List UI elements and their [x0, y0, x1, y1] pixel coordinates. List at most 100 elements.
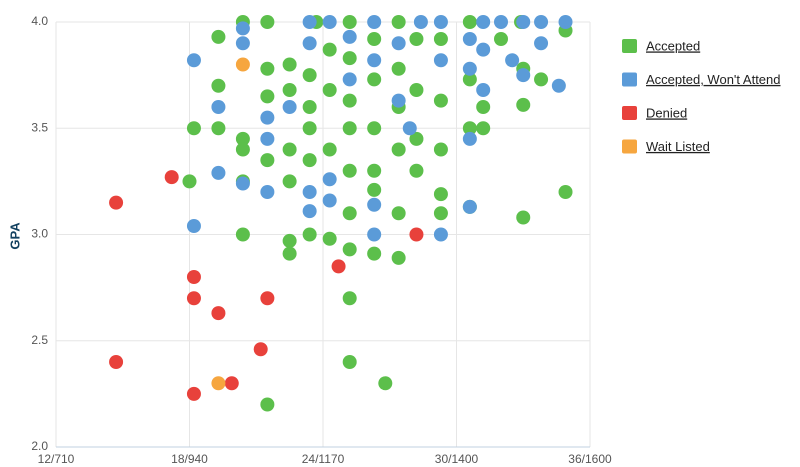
legend-item[interactable]: Accepted, Won't Attend	[622, 72, 781, 87]
y-tick-label: 3.0	[31, 227, 48, 241]
point	[211, 100, 226, 114]
point	[302, 204, 317, 219]
x-tick-label: 30/1400	[435, 452, 479, 466]
point	[186, 291, 201, 306]
point	[302, 121, 317, 136]
point	[462, 32, 477, 46]
point	[186, 121, 201, 136]
x-tick-label: 18/940	[171, 452, 208, 466]
point	[342, 355, 357, 369]
point	[302, 36, 317, 51]
x-tick-label: 24/1170	[302, 452, 345, 466]
legend-item[interactable]: Wait Listed	[622, 139, 710, 154]
point	[391, 250, 406, 265]
point	[476, 42, 491, 57]
legend-label[interactable]: Denied	[646, 105, 687, 120]
point	[367, 197, 382, 212]
point	[322, 142, 337, 157]
legend-swatch[interactable]	[622, 72, 637, 87]
point	[302, 185, 317, 199]
point	[109, 195, 124, 210]
point	[342, 93, 357, 108]
legend-label[interactable]: Wait Listed	[646, 139, 710, 154]
point	[391, 15, 406, 29]
point	[558, 185, 573, 199]
y-tick-label: 2.5	[31, 333, 48, 347]
point	[534, 72, 549, 87]
legend-item[interactable]: Denied	[622, 105, 687, 120]
legend-swatch[interactable]	[622, 106, 637, 120]
point	[282, 174, 297, 189]
point	[109, 355, 124, 369]
x-tick-label: 36/1600	[568, 452, 612, 466]
point	[516, 97, 531, 112]
y-axis-title: GPA	[7, 222, 22, 250]
point	[462, 121, 477, 136]
legend-item[interactable]: Accepted	[622, 38, 700, 53]
point	[235, 57, 250, 72]
point	[164, 170, 179, 185]
point	[186, 53, 201, 68]
point	[516, 15, 531, 29]
legend-swatch[interactable]	[622, 139, 637, 154]
point	[551, 78, 566, 93]
point	[409, 131, 424, 146]
point	[534, 15, 549, 29]
point	[342, 15, 357, 29]
point	[391, 206, 406, 221]
point	[260, 153, 275, 168]
point	[186, 270, 201, 284]
point	[260, 185, 275, 199]
point	[302, 153, 317, 168]
point	[235, 21, 250, 36]
point	[322, 193, 337, 208]
point	[433, 53, 448, 68]
point	[260, 397, 275, 412]
point	[342, 206, 357, 221]
point	[494, 15, 508, 29]
point	[342, 121, 357, 136]
point	[558, 15, 573, 29]
y-tick-label: 3.5	[31, 120, 48, 134]
point	[476, 83, 491, 97]
legend-swatch[interactable]	[622, 39, 637, 53]
point	[322, 172, 337, 187]
point	[494, 32, 508, 46]
point	[282, 142, 297, 157]
legend-label[interactable]: Accepted, Won't Attend	[646, 72, 781, 87]
point	[367, 53, 382, 68]
point	[367, 72, 382, 87]
y-tick-label: 2.0	[31, 439, 48, 453]
point	[516, 68, 531, 83]
point	[260, 131, 275, 146]
point	[433, 93, 448, 108]
point	[342, 242, 357, 257]
point	[342, 51, 357, 66]
legend-label[interactable]: Accepted	[646, 38, 700, 53]
point	[367, 182, 382, 197]
point	[302, 15, 317, 29]
point	[260, 291, 275, 306]
point	[409, 83, 424, 97]
point	[402, 121, 417, 136]
point	[186, 219, 201, 233]
point	[409, 32, 424, 46]
point	[433, 32, 448, 46]
point	[367, 246, 382, 261]
point	[367, 227, 382, 242]
point	[211, 165, 226, 180]
point	[282, 100, 297, 114]
point	[322, 231, 337, 246]
point	[462, 15, 477, 29]
point	[462, 131, 477, 146]
point	[433, 142, 448, 157]
point	[342, 29, 357, 44]
point	[413, 15, 428, 29]
point	[505, 53, 520, 68]
point	[367, 32, 382, 46]
point	[235, 36, 250, 51]
point	[462, 61, 477, 76]
point	[378, 376, 393, 391]
point	[235, 131, 250, 146]
